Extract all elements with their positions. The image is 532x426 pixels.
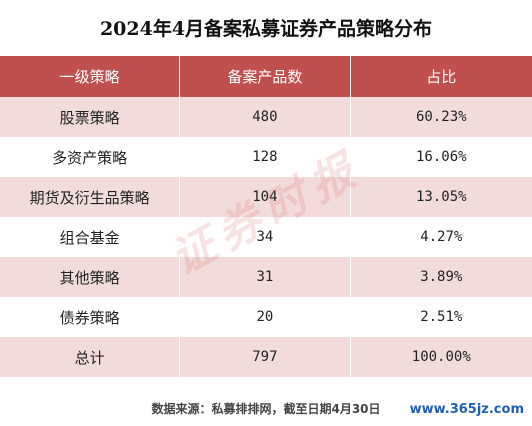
page-title: 2024年4月备案私募证券产品策略分布 (99, 18, 433, 40)
strategy-cell: 组合基金 (0, 217, 180, 257)
count-cell: 34 (179, 217, 351, 257)
count-cell: 480 (179, 97, 351, 137)
column-header-share: 占比 (349, 56, 532, 97)
count-cell: 20 (179, 297, 351, 337)
table-row: 期货及衍生品策略 104 13.05% (0, 177, 532, 217)
strategy-cell: 债券策略 (0, 297, 180, 337)
share-cell: 16.06% (349, 137, 532, 177)
strategy-cell: 其他策略 (0, 257, 180, 297)
share-cell: 3.89% (349, 257, 532, 297)
column-header-count: 备案产品数 (179, 56, 351, 97)
table-row: 组合基金 34 4.27% (0, 217, 532, 257)
table-row: 股票策略 480 60.23% (0, 97, 532, 137)
site-watermark: www.365jz.com (407, 402, 526, 417)
table-header-row: 一级策略 备案产品数 占比 (0, 56, 532, 97)
strategy-table: 一级策略 备案产品数 占比 股票策略 480 60.23% 多资产策略 128 … (0, 56, 532, 377)
source-note: 数据来源：私募排排网，截至日期4月30日 (151, 402, 381, 416)
strategy-cell: 总计 (0, 337, 180, 377)
count-cell: 797 (179, 337, 351, 377)
table-row: 其他策略 31 3.89% (0, 257, 532, 297)
share-cell: 60.23% (349, 97, 532, 137)
strategy-cell: 期货及衍生品策略 (0, 177, 180, 217)
count-cell: 128 (179, 137, 351, 177)
count-cell: 104 (179, 177, 351, 217)
share-cell: 2.51% (349, 297, 532, 337)
strategy-cell: 多资产策略 (0, 137, 180, 177)
count-cell: 31 (179, 257, 351, 297)
share-cell: 4.27% (349, 217, 532, 257)
share-cell: 13.05% (349, 177, 532, 217)
share-cell: 100.00% (349, 337, 532, 377)
strategy-cell: 股票策略 (0, 97, 180, 137)
table-row-total: 总计 797 100.00% (0, 337, 532, 377)
table-row: 多资产策略 128 16.06% (0, 137, 532, 177)
column-header-strategy: 一级策略 (0, 56, 180, 97)
table-row: 债券策略 20 2.51% (0, 297, 532, 337)
